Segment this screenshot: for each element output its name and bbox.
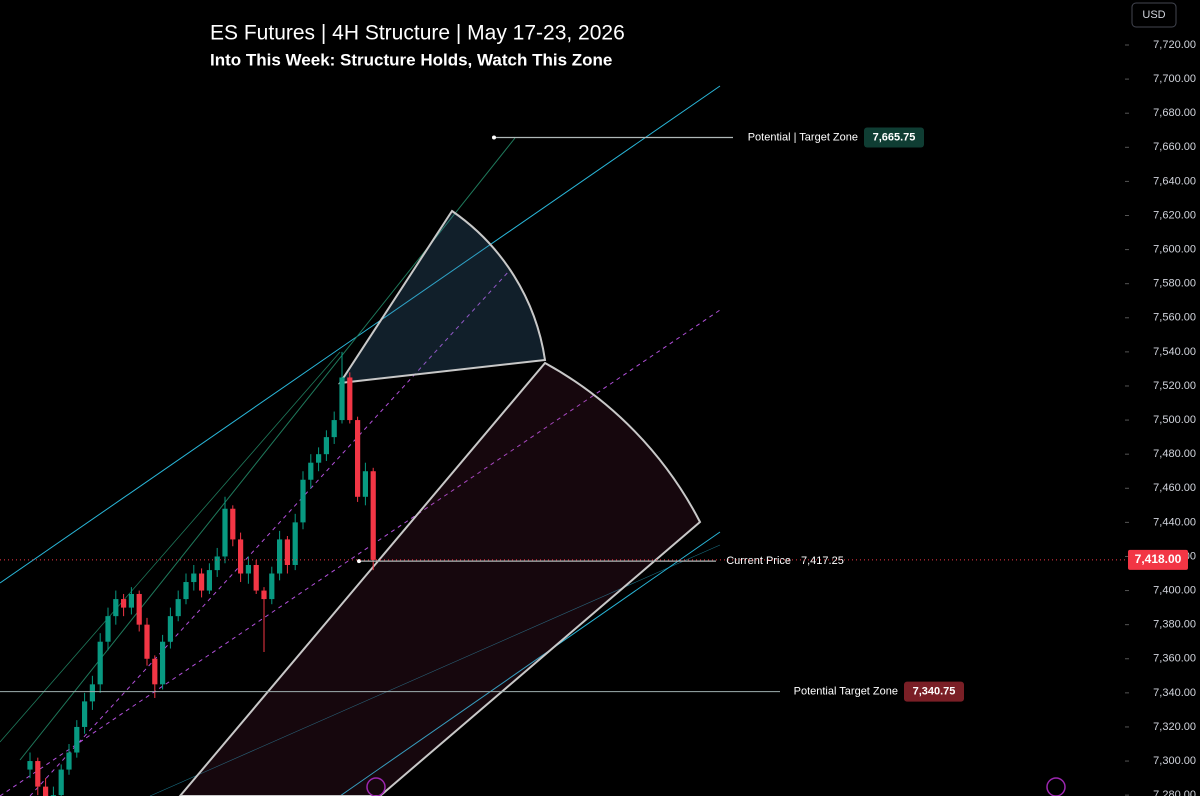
candle-body [339, 377, 345, 421]
y-tick-label: 7,580.00 [1153, 278, 1196, 290]
y-tick-label: 7,480.00 [1153, 448, 1196, 460]
candle-body [121, 599, 127, 608]
candle-body [183, 582, 189, 600]
candle-body [277, 539, 283, 574]
candle-body [128, 593, 134, 608]
last-price-label: 7,418.00 [1135, 552, 1182, 566]
candle-body [284, 539, 290, 565]
y-tick-label: 7,700.00 [1153, 73, 1196, 85]
candle-body [113, 599, 119, 617]
nav-icon[interactable] [1046, 777, 1066, 796]
annotation-label: Current Price [726, 555, 791, 567]
candle-body [300, 479, 306, 523]
fan-sector [178, 361, 702, 796]
candle-body [261, 590, 267, 600]
candle-body [238, 539, 244, 574]
candle-body [269, 573, 275, 600]
y-tick-label: 7,360.00 [1153, 653, 1196, 665]
drawings [0, 85, 721, 796]
chart-title: ES Futures | 4H Structure | May 17-23, 2… [210, 22, 625, 45]
candle-body [43, 786, 49, 796]
candle-body [370, 471, 376, 560]
y-tick-label: 7,680.00 [1153, 107, 1196, 119]
value-tag [904, 681, 964, 702]
candle-body [230, 508, 236, 540]
event-icon[interactable] [366, 777, 386, 796]
y-tick-label: 7,440.00 [1153, 516, 1196, 528]
candle-body [191, 573, 197, 583]
candle-body [253, 564, 259, 591]
candle-body [175, 599, 181, 617]
candle-body [323, 437, 329, 455]
candle-body [245, 564, 251, 574]
annotation-label: Potential | Target Zone [748, 131, 858, 143]
annotation-label: Potential Target Zone [794, 685, 898, 697]
currency-label: USD [1142, 9, 1165, 21]
last-price-tag [1128, 549, 1188, 570]
y-tick-label: 7,520.00 [1153, 380, 1196, 392]
chart-subtitle: Into This Week: Structure Holds, Watch T… [210, 50, 612, 69]
anchor-point [492, 135, 496, 140]
candle-body [105, 616, 111, 642]
candle-body [35, 761, 41, 787]
candle-body [160, 641, 166, 685]
y-tick-label: 7,400.00 [1153, 584, 1196, 596]
y-tick-label: 7,640.00 [1153, 175, 1196, 187]
y-tick-label: 7,340.00 [1153, 687, 1196, 699]
candle-body [316, 454, 322, 463]
dashed-line [0, 309, 721, 796]
candle-body [152, 658, 158, 685]
candle-body [199, 573, 205, 591]
candle-body [206, 570, 212, 591]
y-tick-label: 7,300.00 [1153, 755, 1196, 767]
channel-line [0, 85, 721, 584]
candle-body [144, 624, 150, 659]
y-tick-label: 7,600.00 [1153, 243, 1196, 255]
candle-body [362, 471, 368, 497]
y-tick-label: 7,620.00 [1153, 209, 1196, 221]
y-tick-label: 7,380.00 [1153, 619, 1196, 631]
y-tick-label: 7,500.00 [1153, 414, 1196, 426]
candle-body [82, 701, 88, 727]
candle-body [136, 593, 142, 625]
candle-body [292, 522, 298, 565]
candle-body [66, 752, 72, 770]
candle-body [331, 420, 337, 438]
candle-body [222, 508, 228, 557]
y-tick-label: 7,460.00 [1153, 482, 1196, 494]
candle-body [308, 462, 314, 480]
trend-line [0, 351, 341, 743]
value-tag-label: 7,665.75 [873, 131, 916, 143]
y-tick-label: 7,560.00 [1153, 312, 1196, 324]
y-tick-label: 7,320.00 [1153, 721, 1196, 733]
candle-body [347, 377, 353, 421]
y-tick-label: 7,720.00 [1153, 39, 1196, 51]
candle-body [27, 761, 33, 770]
dashed-line [29, 269, 511, 796]
value-tag-label: 7,417.25 [801, 555, 844, 567]
candle-body [97, 641, 103, 685]
candle-body [74, 726, 80, 753]
candle-body [214, 556, 220, 571]
candle-body [355, 420, 361, 497]
candle-body [58, 769, 64, 796]
y-tick-label: 7,540.00 [1153, 346, 1196, 358]
fan-sector [338, 209, 547, 385]
value-tag-label: 7,340.75 [913, 685, 956, 697]
channel-line [339, 531, 721, 796]
value-tag [864, 127, 924, 148]
price-axis [1125, 0, 1200, 796]
candle-body [89, 684, 95, 702]
y-tick-label: 7,660.00 [1153, 141, 1196, 153]
currency-button[interactable] [1131, 2, 1177, 28]
y-tick-label: 7,280.00 [1153, 789, 1196, 796]
candle-body [167, 616, 173, 642]
